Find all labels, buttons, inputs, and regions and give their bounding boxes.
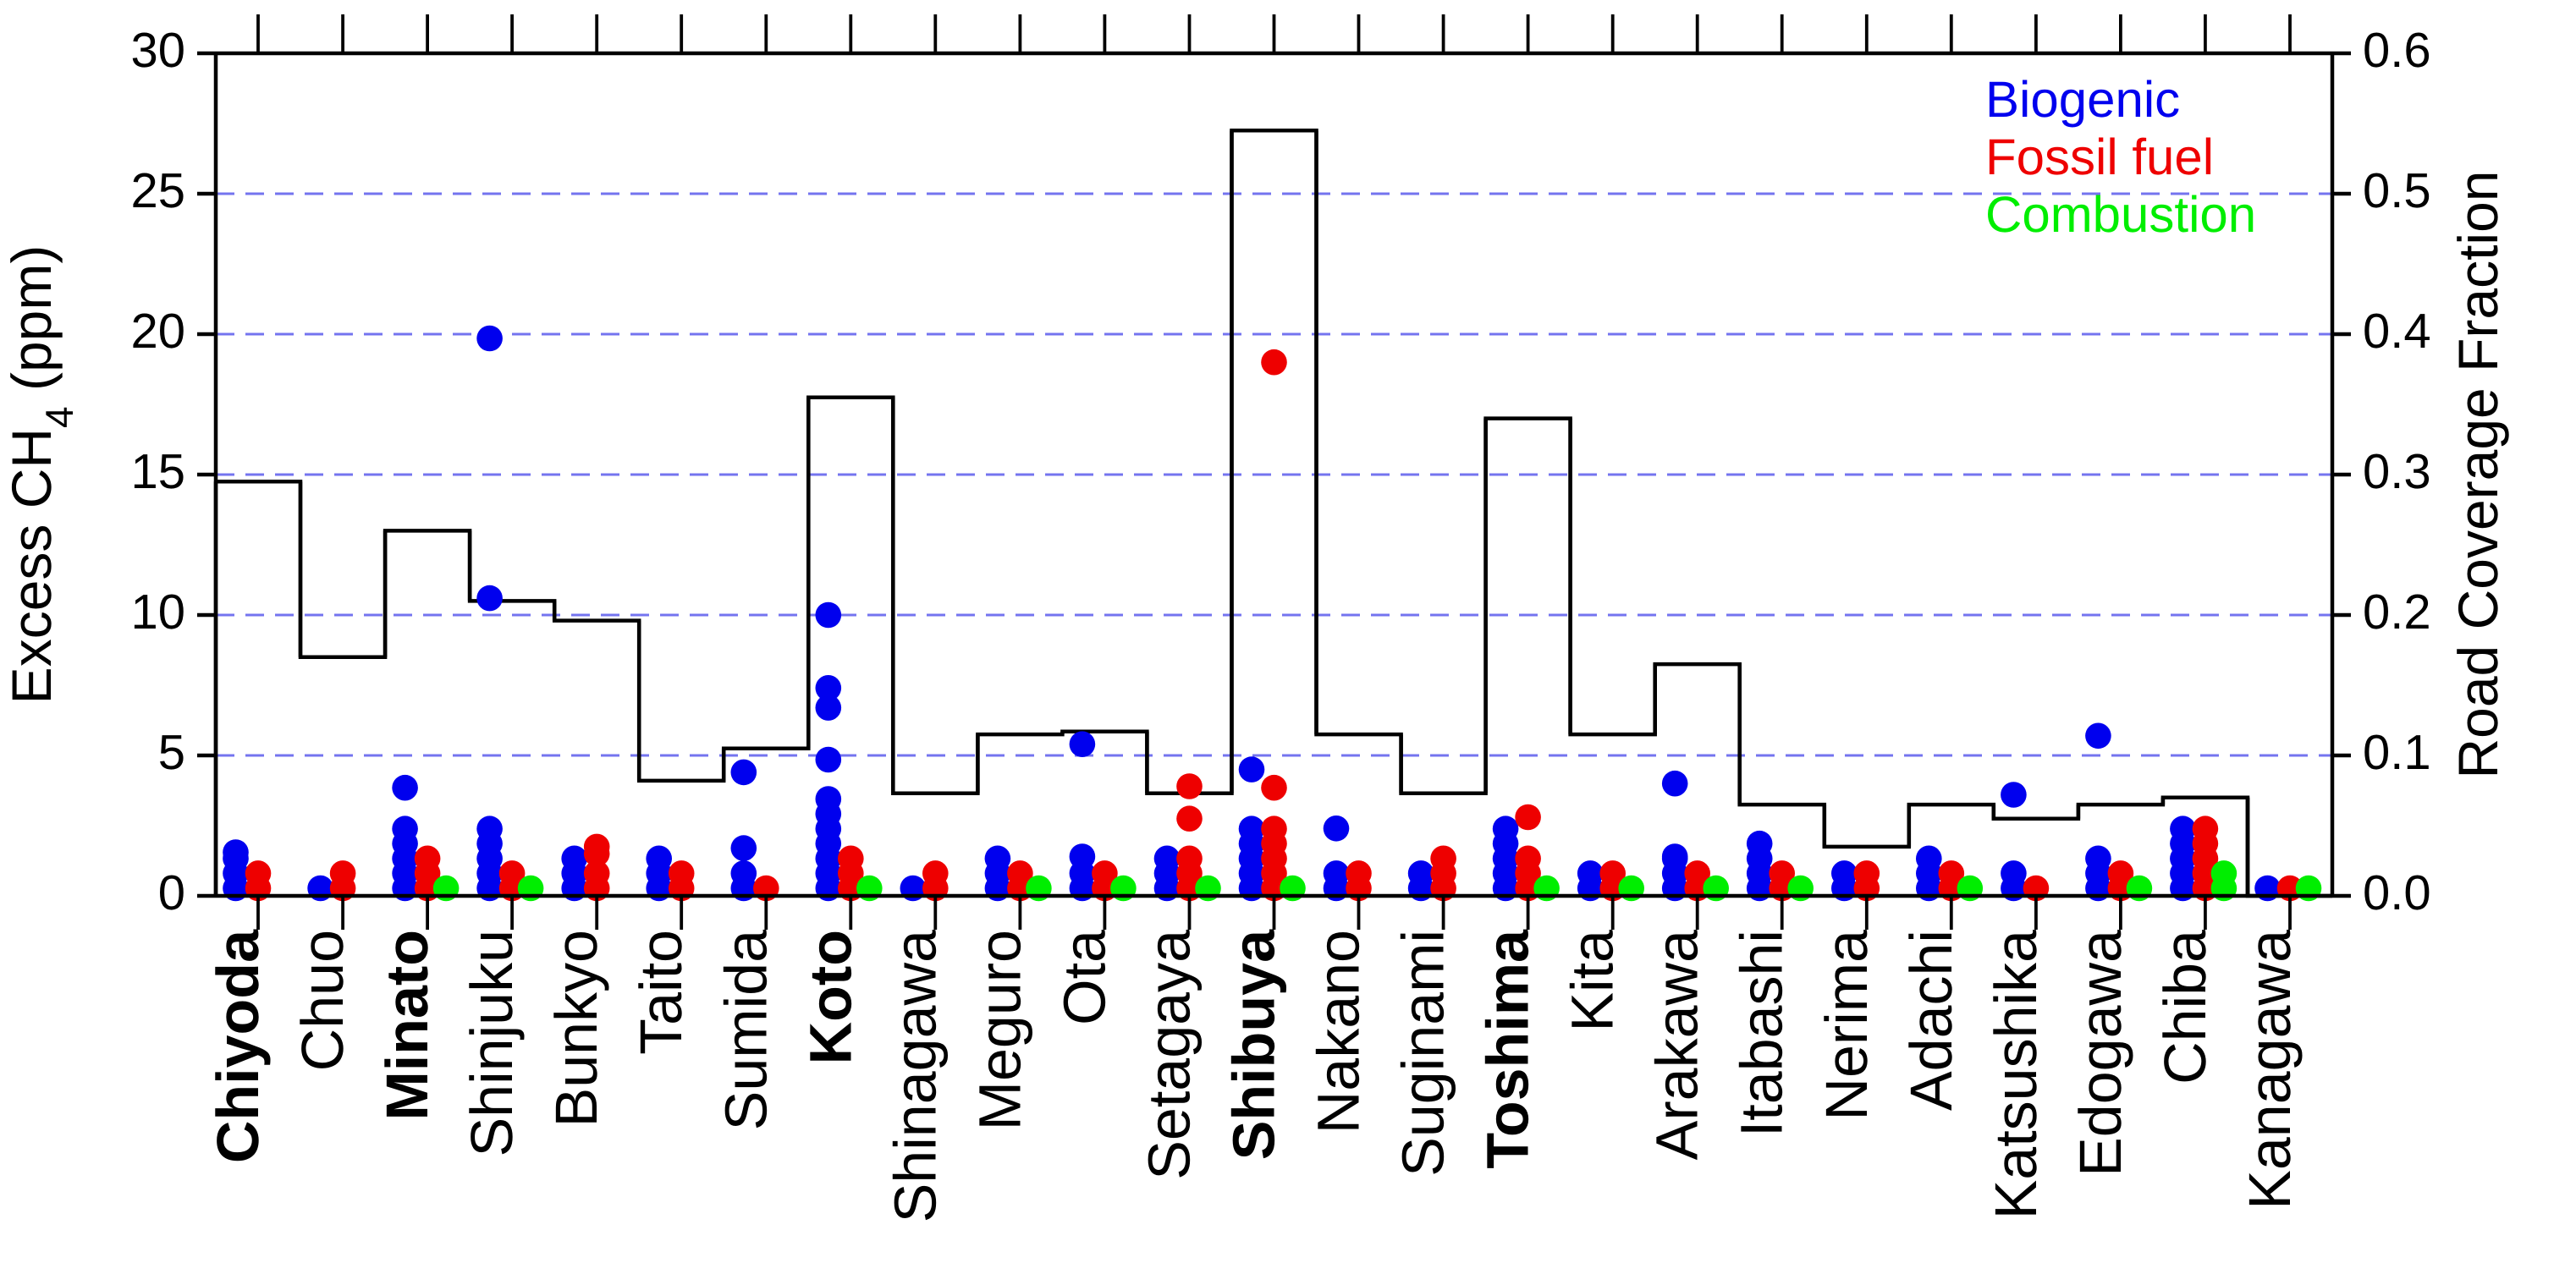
svg-text:Chiba: Chiba <box>2152 930 2218 1085</box>
svg-text:Setagaya: Setagaya <box>1137 930 1203 1180</box>
svg-text:20: 20 <box>130 304 185 359</box>
svg-text:Sumida: Sumida <box>713 930 779 1130</box>
svg-text:30: 30 <box>130 23 185 78</box>
svg-text:10: 10 <box>130 585 185 640</box>
svg-text:Katsushika: Katsushika <box>1983 930 2049 1219</box>
svg-text:Biogenic: Biogenic <box>1985 71 2180 128</box>
svg-text:Taito: Taito <box>628 930 694 1055</box>
svg-text:Fossil fuel: Fossil fuel <box>1985 129 2214 185</box>
svg-text:0.4: 0.4 <box>2363 304 2431 359</box>
svg-text:0: 0 <box>158 865 185 920</box>
svg-text:Arakawa: Arakawa <box>1644 930 1710 1160</box>
svg-text:5: 5 <box>158 725 185 780</box>
svg-text:Nerima: Nerima <box>1814 930 1880 1121</box>
svg-text:0.1: 0.1 <box>2363 725 2431 780</box>
svg-text:0.6: 0.6 <box>2363 23 2431 78</box>
svg-text:Koto: Koto <box>797 930 863 1064</box>
svg-text:0.5: 0.5 <box>2363 163 2431 218</box>
svg-text:Chiyoda: Chiyoda <box>205 929 271 1163</box>
svg-text:25: 25 <box>130 163 185 218</box>
svg-text:Bunkyo: Bunkyo <box>543 930 609 1127</box>
svg-text:Combustion: Combustion <box>1985 186 2256 243</box>
svg-text:Shinagawa: Shinagawa <box>882 930 948 1222</box>
svg-text:Shinjuku: Shinjuku <box>459 930 525 1157</box>
svg-text:Kita: Kita <box>1560 930 1626 1032</box>
svg-text:Toshima: Toshima <box>1475 929 1541 1169</box>
svg-text:15: 15 <box>130 444 185 499</box>
svg-text:Road Coverage Fraction: Road Coverage Fraction <box>2447 170 2509 778</box>
svg-text:Ota: Ota <box>1051 930 1117 1025</box>
svg-text:0.0: 0.0 <box>2363 865 2431 920</box>
svg-text:Adachi: Adachi <box>1898 930 1964 1111</box>
svg-text:Edogawa: Edogawa <box>2067 930 2133 1177</box>
svg-text:0.2: 0.2 <box>2363 585 2431 640</box>
svg-text:Itabashi: Itabashi <box>1729 930 1795 1137</box>
svg-text:Chuo: Chuo <box>289 930 355 1071</box>
svg-text:Minato: Minato <box>374 930 440 1121</box>
svg-text:Shibuya: Shibuya <box>1221 929 1287 1160</box>
svg-text:0.3: 0.3 <box>2363 444 2431 499</box>
svg-text:Nakano: Nakano <box>1306 930 1372 1134</box>
svg-text:Suginami: Suginami <box>1390 930 1456 1177</box>
svg-text:Kanagawa: Kanagawa <box>2237 930 2303 1210</box>
svg-text:Meguro: Meguro <box>966 930 1032 1130</box>
